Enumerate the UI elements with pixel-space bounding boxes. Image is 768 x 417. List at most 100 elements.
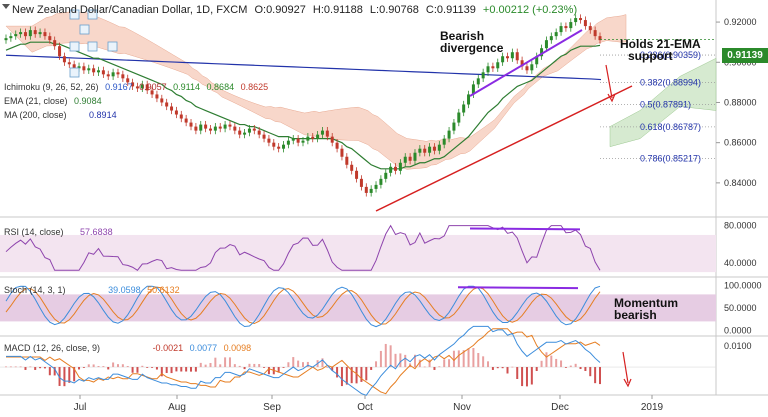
ma-legend[interactable]: MA (200, close) 0.8914 bbox=[4, 110, 117, 120]
candle-body bbox=[398, 162, 402, 171]
candle-body bbox=[520, 60, 524, 67]
candle-body bbox=[515, 52, 519, 61]
candle-body bbox=[389, 166, 393, 173]
macd-histogram-bar bbox=[355, 367, 358, 384]
macd-histogram-bar bbox=[428, 359, 431, 368]
macd-tick-label: 0.0100 bbox=[724, 341, 752, 351]
candle-body bbox=[510, 52, 514, 59]
macd-histogram-bar bbox=[394, 353, 397, 368]
ema-support-line1: Holds 21-EMA bbox=[620, 37, 701, 51]
symbol-title: New Zealand Dollar/Canadian Dollar, 1D, … bbox=[12, 4, 248, 16]
indicator-toggle-icon bbox=[87, 41, 98, 52]
indicator-toggle-icon bbox=[107, 41, 118, 52]
macd-histogram-bar bbox=[194, 367, 197, 372]
macd-legend[interactable]: MACD (12, 26, close, 9) -0.0021 0.0077 0… bbox=[4, 343, 251, 353]
candle-body bbox=[549, 36, 553, 41]
candle-body bbox=[238, 130, 242, 135]
candle-body bbox=[277, 146, 281, 149]
stoch-label: Stoch (14, 3, 1) bbox=[4, 285, 66, 295]
candle-body bbox=[574, 18, 578, 23]
macd-histogram-bar bbox=[496, 367, 499, 369]
candle-body bbox=[413, 152, 417, 161]
candle-body bbox=[174, 110, 178, 115]
candle-body bbox=[282, 144, 286, 149]
candle-body bbox=[19, 32, 23, 35]
time-tick-label: Nov bbox=[453, 402, 471, 413]
macd-histogram-bar bbox=[326, 366, 329, 368]
macd-histogram-bar bbox=[68, 367, 71, 383]
candle-body bbox=[301, 140, 305, 143]
macd-histogram-bar bbox=[506, 367, 509, 374]
rsi-legend[interactable]: RSI (14, close) 57.6838 bbox=[4, 227, 113, 237]
candle-body bbox=[291, 138, 295, 141]
macd-histogram-bar bbox=[516, 367, 519, 379]
candle-body bbox=[228, 124, 232, 127]
macd-histogram-bar bbox=[306, 361, 309, 368]
macd-histogram-bar bbox=[448, 359, 451, 368]
candle-body bbox=[418, 148, 422, 153]
macd-histogram-bar bbox=[219, 364, 222, 368]
candle-body bbox=[423, 148, 427, 153]
candle-body bbox=[150, 90, 154, 95]
momentum-line2: bearish bbox=[614, 308, 657, 322]
macd-histogram-bar bbox=[560, 360, 563, 368]
rsi-value: 57.6838 bbox=[80, 227, 113, 237]
candle-body bbox=[111, 72, 115, 77]
down-arrow-macd bbox=[622, 351, 629, 384]
time-tick-label: Sep bbox=[263, 402, 281, 413]
macd-histogram-bar bbox=[413, 354, 416, 368]
candle-body bbox=[403, 156, 407, 163]
macd-histogram-bar bbox=[112, 362, 115, 368]
macd-histogram-bar bbox=[48, 367, 51, 376]
candle-body bbox=[179, 114, 183, 119]
macd-histogram-bar bbox=[375, 361, 378, 368]
down-arrow-main bbox=[605, 64, 613, 99]
macd-histogram-bar bbox=[175, 367, 178, 372]
candle-body bbox=[481, 72, 485, 79]
stoch-divergence-line bbox=[457, 286, 579, 290]
macd-histogram-bar bbox=[116, 364, 119, 368]
macd-histogram-bar bbox=[530, 367, 533, 385]
ichimoku-legend[interactable]: Ichimoku (9, 26, 52, 26) 0.9167 0.9057 0… bbox=[4, 82, 268, 92]
macd-histogram-bar bbox=[540, 360, 543, 368]
macd-histogram-bar bbox=[521, 367, 524, 387]
macd-histogram-bar bbox=[267, 367, 270, 375]
ema-legend[interactable]: EMA (21, close) 0.9084 bbox=[4, 96, 102, 106]
ma200-line bbox=[5, 54, 602, 81]
candle-body bbox=[286, 140, 290, 145]
candle-body bbox=[155, 94, 159, 99]
macd-histogram-bar bbox=[433, 367, 436, 370]
macd-histogram-bar bbox=[477, 353, 480, 368]
macd-histogram-bar bbox=[331, 367, 334, 371]
fib-level-label: 0.236(0.90359) bbox=[640, 50, 701, 60]
candle-body bbox=[87, 68, 91, 71]
candle-body bbox=[160, 98, 164, 103]
price-tick-label: 0.86000 bbox=[724, 138, 757, 148]
candle-body bbox=[442, 138, 446, 145]
candle-body bbox=[394, 166, 398, 171]
fib-level-label: 0.618(0.86787) bbox=[640, 122, 701, 132]
macd-histogram-bar bbox=[92, 364, 95, 368]
candle-body bbox=[530, 64, 534, 71]
macd-histogram-bar bbox=[97, 366, 100, 368]
macd-histogram-bar bbox=[277, 367, 280, 373]
bearish-divergence-line2: divergence bbox=[440, 41, 504, 55]
stoch-legend[interactable]: Stoch (14, 3, 1) 39.0598 50.6132 bbox=[4, 285, 180, 295]
candle-body bbox=[267, 138, 271, 143]
candle-body bbox=[9, 36, 13, 39]
macd-histogram-bar bbox=[248, 363, 251, 368]
macd-histogram-bar bbox=[599, 367, 601, 385]
candle-body bbox=[77, 66, 81, 69]
candle-body bbox=[126, 78, 130, 83]
time-tick-label: 2019 bbox=[641, 402, 664, 413]
macd-histogram-bar bbox=[160, 367, 163, 377]
candle-body bbox=[569, 22, 573, 29]
macd-histogram-bar bbox=[170, 367, 173, 374]
collapse-legend-icon[interactable] bbox=[2, 4, 10, 9]
macd-histogram-bar bbox=[443, 359, 446, 368]
candle-body bbox=[53, 40, 57, 47]
macd-histogram-bar bbox=[63, 367, 66, 387]
support-trendline bbox=[375, 85, 633, 212]
